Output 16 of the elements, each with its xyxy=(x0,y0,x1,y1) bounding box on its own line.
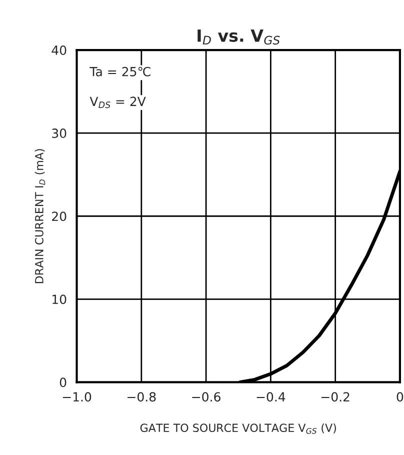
y-tick-label: 10 xyxy=(52,294,66,304)
y-tick-label: 20 xyxy=(52,212,66,222)
x-tick-label: −0.2 xyxy=(321,392,350,402)
annotation: Ta = 25℃ xyxy=(90,66,150,76)
y-tick-label: 30 xyxy=(52,128,66,138)
x-axis-title: GATE TO SOURCE VOLTAGE V$_{GS}$ (V) xyxy=(140,423,336,434)
chart-title: I$_{D}$ vs. V$_{GS}$ xyxy=(198,30,280,45)
x-tick-label: −0.6 xyxy=(192,392,220,402)
x-tick-label: −1.0 xyxy=(62,392,92,402)
y-tick-label: 0 xyxy=(60,378,66,388)
x-tick-label: 0 xyxy=(396,392,404,402)
x-tick-label: −0.4 xyxy=(256,392,286,402)
annotation: V$_{DS}$ = 2V xyxy=(90,96,146,108)
x-tick-label: −0.8 xyxy=(128,392,156,402)
y-tick-label: 40 xyxy=(52,46,66,55)
y-axis-title: DRAIN CURRENT I$_{D}$ (mA) xyxy=(34,149,46,284)
